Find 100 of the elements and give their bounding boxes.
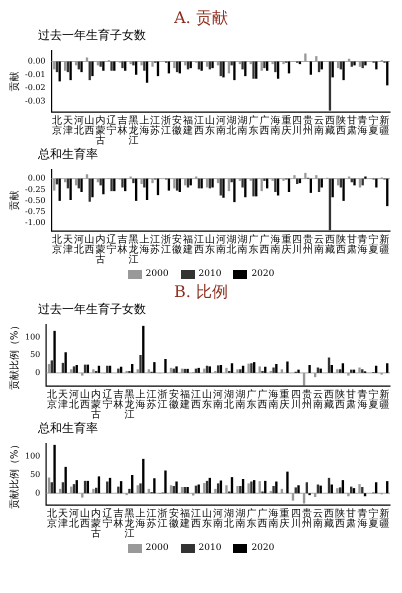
y-tick-label: 100 [24,452,40,461]
y-tick-label: 0.00 [28,174,46,183]
bar [266,61,268,71]
x-tick-label: 湖南 [238,114,248,137]
bar [203,483,206,494]
bar [81,493,84,498]
x-tick-label: 江西 [190,388,201,411]
bar [239,486,242,494]
x-tick-label: 湖北 [224,388,234,411]
x-tick-label: 河南 [213,508,224,530]
bar [62,482,64,494]
x-tick-label: 浙江 [158,388,168,411]
bar [238,61,242,64]
bar [306,482,308,494]
x-tick-label: 湖南 [238,234,248,256]
x-tick-label: 安徽 [168,508,179,530]
bar [136,485,139,494]
x-tick-label: 云南 [314,116,324,137]
x-tick-label: 海南 [270,114,280,137]
x-tick-label: 江西 [190,508,201,530]
x-tick-label: 吉林 [112,388,124,411]
x-tick-label: 江苏 [150,234,160,256]
bar [99,61,102,67]
x-tick-label: 甘肃 [346,388,356,411]
bar [304,53,307,62]
bar [338,487,342,494]
y-tick-label: 50 [30,350,40,360]
x-tick-label: 广西 [259,234,270,256]
x-tick-label: 宁夏 [368,114,379,137]
bar [386,61,388,86]
x-tick-label: 重庆 [281,234,292,256]
bar [233,61,236,80]
bar [315,56,318,62]
x-tick-label: 四川 [292,116,302,137]
x-tick-label: 内蒙古 [96,234,106,266]
x-tick-label: 吉林 [116,114,128,137]
x-tick-label: 北京 [52,114,62,137]
x-tick-label: 山西 [80,508,90,530]
bar [374,482,378,494]
bar [208,478,211,494]
bar [172,368,175,373]
bar [362,61,364,68]
y-axis-title: 贡献 [8,71,21,92]
bar [230,61,233,66]
x-tick-label: 黑龙江 [128,234,138,266]
bar [214,488,217,494]
x-tick-label: 山西 [80,388,90,411]
x-tick-label: 贵州 [303,234,314,256]
x-tick-label: 北京 [52,234,62,256]
x-tick-label: 甘肃 [346,508,356,530]
chart-subtitle: 总和生育率 [37,147,99,162]
bar [81,372,84,376]
x-tick-label: 西藏 [324,508,334,530]
x-tick-label: 广西 [257,388,268,411]
y-tick-label: -1.00 [25,218,46,228]
bar [184,61,186,66]
x-tick-label: 天津 [58,508,68,530]
bar [255,61,258,79]
bar [130,61,132,64]
bar [275,482,278,494]
x-tick-label: 广东 [248,234,259,256]
y-tick-label: -0.25 [25,184,46,194]
bar [258,481,261,494]
x-tick-label: 宁夏 [368,388,378,411]
x-tick-label: 海南 [270,234,280,256]
bar [252,480,256,494]
bar [216,365,220,373]
x-tick-label: 重庆 [281,114,292,137]
bar [168,61,170,74]
x-tick-label: 河南 [216,234,226,256]
x-tick-label: 山东 [202,508,212,530]
bar [50,360,53,373]
bar [203,368,206,373]
y-tick-label: -0.03 [25,96,46,106]
bar [264,366,266,373]
bar [151,61,154,67]
bar [184,487,186,494]
x-tick-label: 江苏 [146,388,157,411]
bar [194,368,198,373]
x-tick-label: 湖北 [226,114,237,137]
x-tick-label: 辽宁 [106,234,117,256]
bar [361,487,364,494]
legend-label: 2000 [146,268,169,280]
bar [92,488,95,494]
bar [94,488,98,494]
x-tick-label: 江苏 [150,114,160,137]
bar [108,366,112,373]
bar [198,484,200,494]
x-tick-label: 青海 [357,508,368,530]
bar [53,444,56,494]
x-tick-label: 吉林 [112,508,124,530]
y-tick-label: 100 [24,332,40,342]
x-tick-label: 山西 [84,114,95,137]
bar [280,369,284,373]
bar [206,366,208,373]
legend-label: 2000 [146,542,169,554]
x-tick-label: 浙江 [161,234,172,256]
y-tick-label: 0 [35,488,40,498]
bar [310,61,312,75]
bar [153,362,156,373]
